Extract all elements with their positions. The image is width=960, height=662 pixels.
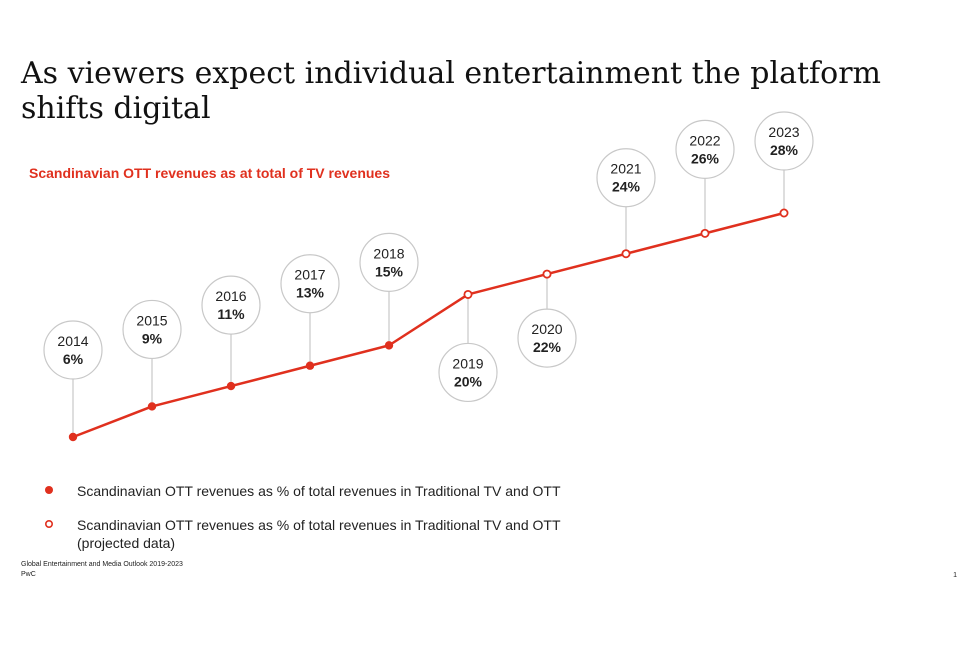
label-bubble-2020	[517, 308, 577, 368]
data-point-2023	[779, 208, 789, 218]
filled-dot-icon	[45, 486, 53, 494]
value-label-2021: 24%	[612, 179, 641, 195]
company-name: PwC	[21, 571, 36, 578]
label-bubble-2023	[754, 111, 814, 171]
data-point-2017	[305, 361, 315, 370]
data-point-2020	[542, 269, 552, 279]
year-label-2018: 2018	[373, 245, 404, 261]
value-label-2016: 11%	[217, 306, 245, 322]
year-label-2019: 2019	[452, 355, 483, 371]
year-label-2015: 2015	[136, 312, 167, 328]
data-point-2015	[147, 402, 157, 411]
year-label-2023: 2023	[768, 124, 799, 140]
data-point-2018	[384, 341, 394, 350]
bubbles-layer: 2014 6% 2015 9% 2016 11% 2017 13% 2018 15% 2019 20%…	[43, 111, 814, 437]
value-label-2020: 22%	[533, 339, 562, 355]
legend-item-projected: Scandinavian OTT revenues as % of total …	[44, 516, 617, 552]
value-label-2014: 6%	[63, 351, 84, 367]
value-label-2015: 9%	[142, 330, 163, 346]
legend-item-actual: Scandinavian OTT revenues as % of total …	[44, 482, 617, 500]
source-note: Global Entertainment and Media Outlook 2…	[21, 560, 183, 580]
year-label-2020: 2020	[531, 321, 562, 337]
label-bubble-2017	[280, 254, 340, 314]
value-label-2019: 20%	[454, 373, 483, 389]
label-bubble-2015	[122, 299, 182, 360]
data-point-2014	[68, 432, 78, 442]
data-point-2016	[226, 381, 236, 391]
label-bubble-2022	[675, 119, 735, 179]
year-label-2017: 2017	[294, 267, 325, 283]
legend-label-projected: Scandinavian OTT revenues as % of total …	[77, 517, 561, 551]
data-point-2022	[700, 228, 710, 238]
value-label-2023: 28%	[770, 142, 799, 158]
data-point-2021	[621, 249, 631, 259]
label-bubble-2014	[43, 320, 103, 380]
value-label-2022: 26%	[691, 150, 720, 166]
label-bubble-2021	[596, 148, 656, 208]
year-label-2022: 2022	[689, 132, 720, 148]
year-label-2016: 2016	[215, 288, 246, 304]
chart-legend: Scandinavian OTT revenues as % of total …	[44, 482, 617, 568]
page-number: 1	[953, 572, 957, 579]
value-label-2018: 15%	[375, 263, 404, 279]
open-dot-icon	[44, 519, 54, 529]
page-title: As viewers expect individual entertainme…	[21, 56, 881, 126]
legend-label-actual: Scandinavian OTT revenues as % of total …	[77, 483, 561, 499]
label-bubble-2018	[359, 232, 419, 292]
value-label-2017: 13%	[296, 285, 325, 301]
chart-subtitle: Scandinavian OTT revenues as at total of…	[29, 165, 391, 181]
year-label-2014: 2014	[57, 333, 88, 349]
series-line	[72, 211, 785, 439]
line-chart: 2014 6% 2015 9% 2016 11% 2017 13% 2018 15% 2019 20%…	[43, 111, 814, 442]
source-text: Global Entertainment and Media Outlook 2…	[21, 561, 183, 568]
label-bubble-2016	[201, 275, 261, 335]
label-bubble-2019	[438, 342, 498, 403]
data-point-2019	[463, 289, 473, 299]
year-label-2021: 2021	[610, 161, 641, 177]
